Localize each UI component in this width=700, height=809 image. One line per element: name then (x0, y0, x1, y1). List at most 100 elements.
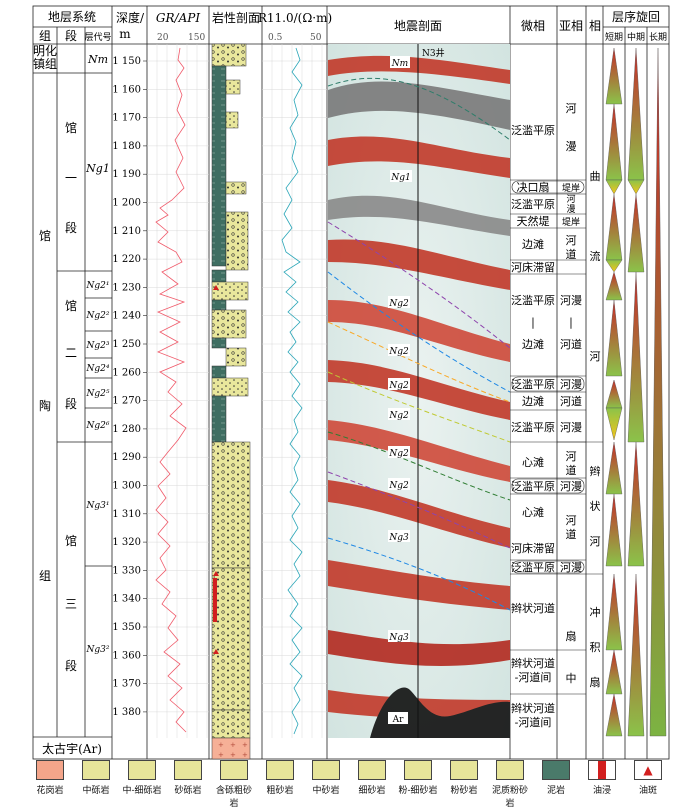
mf-point-bar-1: 边滩 (522, 237, 544, 251)
legend-item: ▲ 油斑 (628, 760, 668, 796)
subfacies-header: 亚相 (559, 19, 583, 33)
depth-tick-label: 1 280 (112, 424, 141, 435)
mf-channel-lag-2: 河床滞留 (511, 541, 555, 555)
facies-meander-2: 流 (590, 249, 601, 263)
depth-tick-label: 1 310 (112, 509, 141, 520)
sf-2: 堤岸 (562, 183, 580, 194)
layer-ng2-5: Ng2⁵ (86, 389, 110, 399)
legend-item: 油浸 (582, 760, 622, 796)
mf-divider: | (531, 316, 535, 330)
mf-braided-2a: 辫状河道 (511, 656, 555, 670)
sf-6: 河漫 (560, 293, 582, 307)
member-3-c: 段 (65, 658, 77, 673)
group-minghuazhen-1: 明化 (33, 44, 57, 58)
legend-item: 中砾岩 (76, 760, 116, 796)
legend-label: 砂砾岩 (174, 786, 202, 796)
mf-point-bar-2: 边滩 (522, 337, 544, 351)
legend-swatch: ▲ (634, 760, 662, 780)
mf-mid-bar-2: 心滩 (522, 505, 544, 519)
sequence-cycles (605, 47, 667, 737)
gr-curve (155, 47, 187, 733)
facies-header: 相 (589, 19, 601, 33)
sf-5a: 河 (566, 234, 577, 247)
mf-levee: 天然堤 (517, 214, 550, 228)
seismic-label-nm: Nm (391, 59, 408, 69)
sf-15: 河漫 (560, 560, 582, 574)
legend-label: 粉砂岩 (450, 786, 478, 796)
sf-12a: 河 (566, 450, 577, 463)
legend-label: 中砾岩 (82, 786, 110, 796)
legend-swatch (174, 760, 202, 780)
legend-label: 中-细砾岩 (122, 786, 162, 796)
legend-item: 粗砂岩 (260, 760, 300, 796)
legend-item: 粉砂岩 (444, 760, 484, 796)
microfacies-header: 微相 (521, 19, 545, 33)
sf-13: 河漫 (560, 479, 582, 493)
legend-label: 泥质粉砂岩 (491, 786, 528, 809)
depth-tick-label: 1 290 (112, 452, 141, 463)
depth-tick-label: 1 170 (112, 113, 141, 124)
member-3-b: 三 (65, 597, 77, 611)
depth-tick-label: 1 250 (112, 339, 141, 350)
legend-item: 泥质粉砂岩 (490, 760, 530, 809)
group-guantao-3: 组 (39, 569, 51, 583)
seismic-header: 地震剖面 (394, 19, 442, 33)
depth-tick-label: 1 150 (112, 56, 141, 67)
legend-item: 砂砾岩 (168, 760, 208, 796)
mf-crevasse: 决口扇 (517, 180, 550, 194)
sf-16a: 扇 (566, 629, 577, 643)
member-1-c: 段 (65, 220, 77, 235)
facies-braided-3: 河 (590, 535, 601, 548)
legend-swatch (450, 760, 478, 780)
resistivity-log-track (262, 44, 327, 738)
group-minghuazhen-2: 镇组 (33, 57, 57, 71)
legend-swatch (312, 760, 340, 780)
mf-braided-3b: -河道间 (515, 715, 552, 729)
sf-11: 河漫 (560, 420, 582, 434)
sf-1b: 漫 (566, 139, 577, 153)
mf-mid-bar-1: 心滩 (522, 455, 544, 469)
r-min-label: 0.5 (268, 33, 283, 43)
legend-swatch (588, 760, 616, 780)
legend-item: 中-细砾岩 (122, 760, 162, 796)
r-header: R11.0/(Ω·m) (258, 11, 332, 25)
legend-swatch (404, 760, 432, 780)
seismic-label-ng2-a: Ng2 (388, 299, 409, 309)
legend-item: 泥岩 (536, 760, 576, 796)
legend-label: 油斑 (638, 786, 657, 796)
facies-fan-1: 冲 (590, 605, 601, 619)
strat-system-header: 地层系统 (48, 10, 96, 24)
group-header: 组 (39, 29, 51, 43)
legend-label: 粗砂岩 (266, 786, 294, 796)
member-2-c: 段 (65, 396, 77, 411)
depth-tick-label: 1 380 (112, 707, 141, 718)
cycle-long-header: 长期 (649, 31, 667, 43)
lithology-column (211, 43, 251, 760)
cycle-header: 层序旋回 (612, 9, 660, 24)
member-3-a: 馆 (65, 533, 77, 548)
layer-ng2-1: Ng2¹ (86, 281, 110, 291)
depth-tick-label: 1 240 (112, 311, 141, 322)
lithology-legend: 花岗岩 中砾岩 中-细砾岩 砂砾岩 含砾粗砂岩 粗砂岩 中砂岩 细砂岩 粉-细砂岩 粉砂岩 泥质粉砂… (30, 760, 680, 809)
mf-floodplain-2: 泛滥平原 (511, 198, 555, 211)
depth-tick-label: 1 180 (112, 141, 141, 152)
seismic-label-ng3-b: Ng3 (388, 633, 409, 643)
facies-braided-2: 状 (590, 499, 601, 513)
seismic-label-ng3-a: Ng3 (388, 533, 409, 543)
seismic-label-ar: Ar (392, 715, 404, 725)
depth-tick-label: 1 220 (112, 254, 141, 265)
member-1-a: 馆 (65, 120, 77, 135)
legend-label: 含砾粗砂岩 (215, 786, 252, 809)
depth-tick-label: 1 200 (112, 198, 141, 209)
member-header: 段 (65, 28, 77, 43)
depth-tick-label: 1 360 (112, 650, 141, 661)
legend-swatch (542, 760, 570, 780)
mf-floodplain-1: 泛滥平原 (511, 124, 555, 137)
mf-floodplain-7: 泛滥平原 (511, 561, 555, 574)
seismic-label-ng2-f: Ng2 (388, 481, 409, 491)
facies-fan-2: 积 (590, 641, 601, 654)
depth-tick-label: 1 350 (112, 622, 141, 633)
depth-tick-label: 1 210 (112, 226, 141, 237)
seismic-label-ng1-top: Ng1 (390, 173, 410, 183)
depth-tick-label: 1 230 (112, 282, 141, 293)
